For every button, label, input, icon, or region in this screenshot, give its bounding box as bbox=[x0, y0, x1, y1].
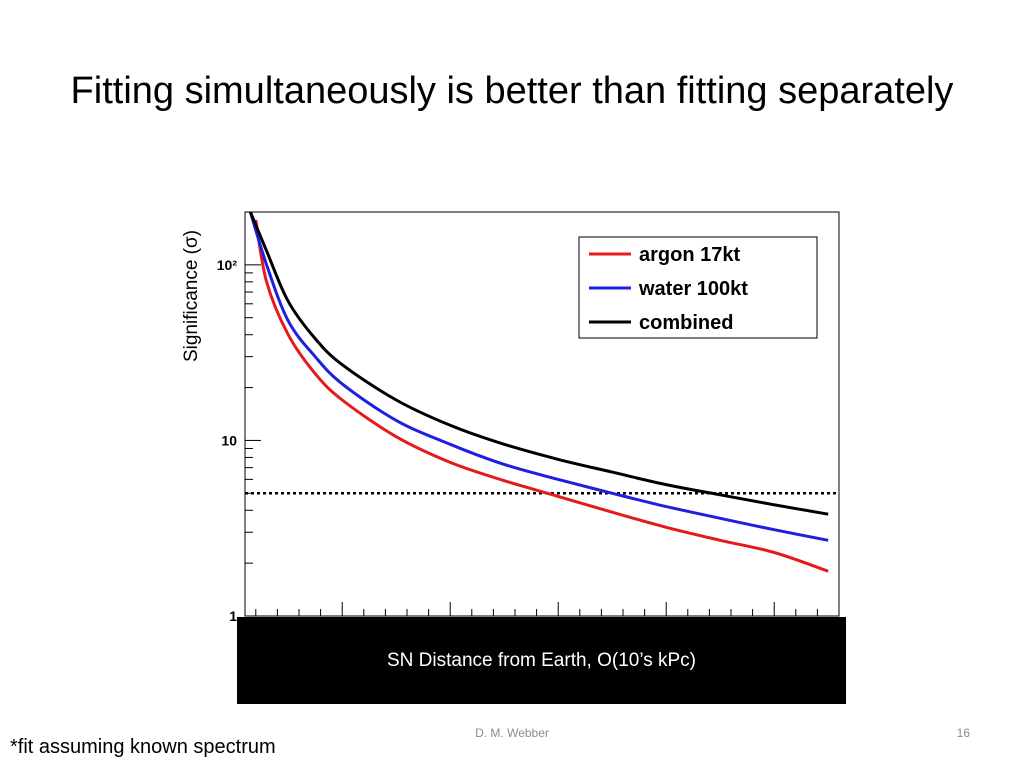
legend-label: water 100kt bbox=[638, 278, 748, 300]
footnote: *fit assuming known spectrum bbox=[10, 736, 276, 758]
y-axis-ticks: 1 10 10² bbox=[217, 211, 261, 624]
y-tick-label: 10² bbox=[217, 257, 238, 273]
legend: argon 17kt water 100kt combined bbox=[578, 236, 818, 339]
series-line-2 bbox=[249, 212, 829, 516]
y-axis-label: Significance (σ) bbox=[181, 229, 202, 363]
series-lines bbox=[248, 212, 829, 573]
legend-label: argon 17kt bbox=[639, 244, 740, 266]
page-number: 16 bbox=[956, 726, 970, 740]
x-axis-label-box: SN Distance from Earth, O(10’s kPc) bbox=[237, 617, 846, 704]
series-line-1 bbox=[248, 212, 829, 542]
slide-title: Fitting simultaneously is better than fi… bbox=[70, 70, 954, 112]
series-line-0 bbox=[254, 219, 829, 573]
x-axis-ticks bbox=[255, 602, 818, 616]
y-tick-label: 10 bbox=[221, 432, 237, 448]
y-tick-label: 1 bbox=[229, 608, 237, 624]
x-axis-label: SN Distance from Earth, O(10’s kPc) bbox=[386, 649, 697, 671]
legend-label: combined bbox=[639, 312, 733, 334]
footer-author: D. M. Webber bbox=[475, 726, 549, 740]
